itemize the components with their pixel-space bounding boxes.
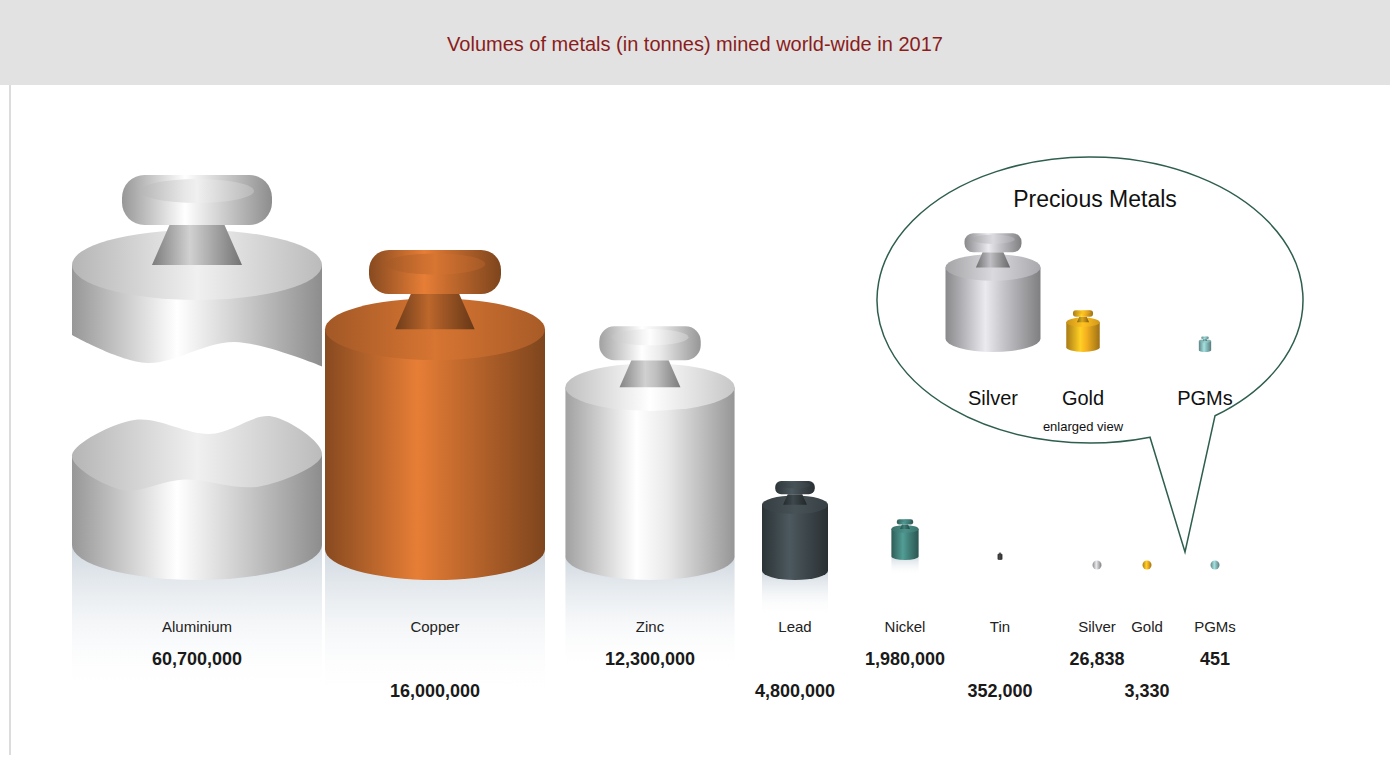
- frame: [9, 85, 11, 755]
- weight-cap-top: [971, 235, 1014, 244]
- category-label: Tin: [990, 618, 1010, 635]
- weight-top: [1066, 318, 1099, 327]
- weight-neck-shade: [1203, 339, 1207, 341]
- weight-enlarged: [1066, 310, 1099, 352]
- weight-top: [998, 554, 1003, 555]
- weight-cap-top: [611, 329, 688, 345]
- weight: [762, 481, 828, 580]
- weight-cap: [1073, 310, 1093, 317]
- weight-neck: [152, 225, 242, 265]
- category-label: Aluminium: [162, 618, 232, 635]
- category-label: Silver: [1078, 618, 1116, 635]
- weight-neck-shade: [152, 225, 242, 265]
- weight-cap-top: [780, 482, 810, 488]
- value-label: 352,000: [967, 681, 1032, 701]
- value-label: 26,838: [1069, 649, 1124, 669]
- weight-neck-shade: [395, 294, 474, 329]
- weight-enlarged: [946, 233, 1041, 352]
- inset-bubble: [877, 157, 1303, 552]
- weight-neck-shade: [976, 252, 1010, 267]
- weight-dot: [1211, 561, 1220, 570]
- weight: [72, 175, 322, 580]
- weight-neck: [620, 360, 681, 387]
- inset-label: PGMs: [1177, 387, 1233, 409]
- weight-neck-shade: [620, 360, 681, 387]
- weight-cap-top: [140, 179, 254, 203]
- weight-neck: [1203, 339, 1207, 341]
- weight: [998, 553, 1003, 560]
- weight-enlarged: [1199, 337, 1211, 352]
- weight-cap: [369, 250, 501, 294]
- weight-body: [565, 387, 734, 580]
- value-label: 4,800,000: [755, 681, 835, 701]
- category-label: Zinc: [636, 618, 665, 635]
- weight: [891, 519, 918, 560]
- weight-body: [762, 505, 828, 580]
- weight-cap-top: [1202, 337, 1208, 338]
- weight-cap-top: [385, 254, 485, 275]
- category-label: Lead: [778, 618, 811, 635]
- weight-cap: [122, 175, 272, 225]
- value-label: 60,700,000: [152, 649, 242, 669]
- weight-top: [1199, 339, 1211, 342]
- weight-cap: [965, 233, 1022, 252]
- value-label: 3,330: [1124, 681, 1169, 701]
- inset-note: enlarged view: [1043, 419, 1124, 434]
- weight-neck: [999, 553, 1001, 555]
- title: Volumes of metals (in tonnes) mined worl…: [447, 33, 943, 55]
- value-label: 1,980,000: [865, 649, 945, 669]
- weight-neck-shade: [900, 525, 910, 529]
- weight-cap: [775, 481, 815, 494]
- inset-marks: [946, 233, 1212, 352]
- weight-break-face: [72, 416, 322, 491]
- category-label: Copper: [410, 618, 459, 635]
- inset-title: Precious Metals: [1013, 186, 1177, 212]
- value-label: 16,000,000: [390, 681, 480, 701]
- weight-cap-top: [999, 552, 1001, 553]
- weight: [565, 326, 734, 580]
- weight-neck: [1077, 317, 1089, 322]
- value-label: 451: [1200, 649, 1230, 669]
- title-band: [0, 0, 1390, 85]
- weight-top: [891, 525, 918, 533]
- weight-dot: [1093, 561, 1102, 570]
- weight-cap: [1201, 337, 1208, 339]
- weight-cap: [599, 326, 700, 360]
- weight-cap-top: [899, 520, 911, 523]
- background: [0, 0, 1390, 771]
- weight-neck: [783, 494, 807, 505]
- weight-neck: [976, 252, 1010, 267]
- weight-cap-top: [1075, 311, 1090, 314]
- weight-body: [891, 529, 918, 560]
- chart: Volumes of metals (in tonnes) mined worl…: [0, 0, 1390, 771]
- weight-cap: [999, 552, 1002, 554]
- weight: [325, 250, 545, 580]
- category-label: PGMs: [1194, 618, 1236, 635]
- inset-label: Silver: [968, 387, 1018, 409]
- category-label: Gold: [1131, 618, 1163, 635]
- inset-label: Gold: [1062, 387, 1104, 409]
- weight-neck: [395, 294, 474, 329]
- weight-neck-shade: [783, 494, 807, 505]
- weight-cap: [897, 519, 913, 524]
- weight-body: [998, 554, 1003, 560]
- weight-body: [325, 329, 545, 580]
- weight-neck: [900, 525, 910, 529]
- value-label: 12,300,000: [605, 649, 695, 669]
- weight-neck-shade: [999, 553, 1001, 555]
- weight-dot: [1143, 561, 1152, 570]
- category-label: Nickel: [885, 618, 926, 635]
- weight-neck-shade: [1077, 317, 1089, 322]
